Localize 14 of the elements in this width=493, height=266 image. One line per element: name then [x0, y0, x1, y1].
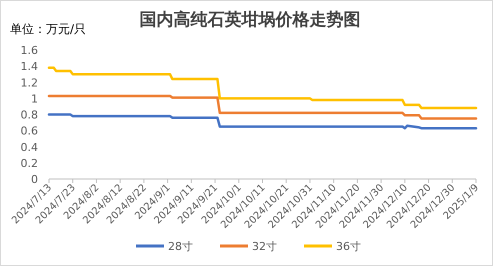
- legend-label: 36寸: [336, 240, 361, 253]
- y-tick-label: 0.6: [20, 124, 38, 138]
- y-tick-label: 1.6: [20, 44, 38, 57]
- y-tick-label: 0.4: [20, 140, 38, 154]
- legend-label: 28寸: [168, 240, 193, 253]
- y-tick-label: 0: [31, 173, 38, 186]
- y-tick-label: 1: [31, 92, 38, 106]
- y-tick-label: 0.2: [20, 156, 38, 170]
- y-tick-label: 1.2: [20, 76, 38, 90]
- y-tick-label: 0.8: [20, 108, 38, 122]
- y-tick-label: 1.4: [20, 60, 38, 74]
- y-axis-title: 单位：万元/只: [10, 22, 86, 36]
- chart-title: 国内高纯石英坩埚价格走势图: [140, 10, 360, 30]
- legend-label: 32寸: [252, 240, 277, 253]
